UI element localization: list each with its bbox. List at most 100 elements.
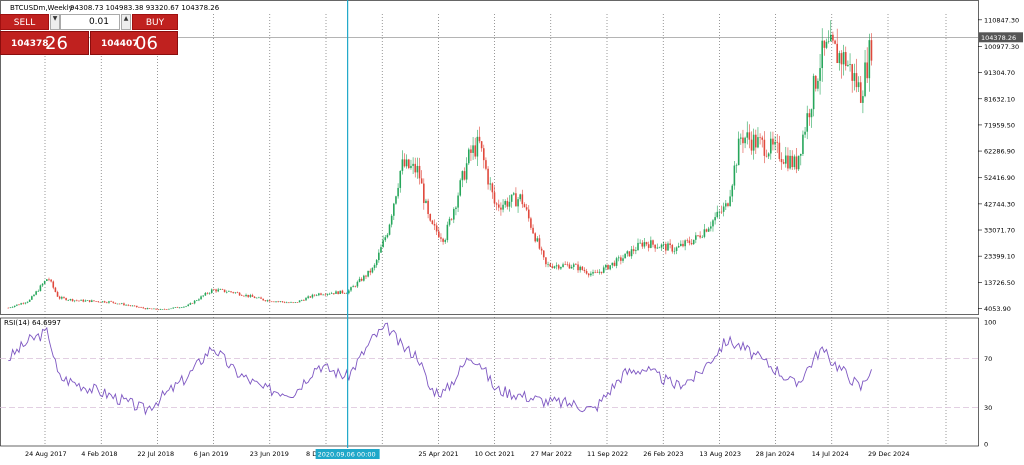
candle-body (814, 75, 817, 89)
x-tick-label: 4 Feb 2018 (81, 450, 117, 458)
candle-body (825, 41, 828, 48)
candle-body (806, 113, 809, 132)
candle-body (303, 300, 305, 301)
x-tick-label: 10 Oct 2021 (475, 450, 515, 458)
candle-body (667, 243, 669, 251)
candle-body (716, 211, 719, 218)
candle-body (82, 299, 85, 302)
candle-body (660, 244, 663, 248)
candle-body (609, 265, 611, 270)
buy-button[interactable]: BUY (132, 14, 178, 30)
candle-body (656, 247, 659, 249)
candle-body (547, 264, 549, 265)
y-tick-label: 81632.10 (984, 95, 1015, 103)
candle-body (538, 238, 541, 249)
lot-increase-arrow[interactable]: ▲ (121, 14, 131, 30)
candle-body (97, 301, 100, 302)
candle-body (52, 281, 55, 288)
candle-body (654, 244, 656, 249)
candle-body (67, 300, 70, 301)
candle-body (189, 303, 192, 305)
candle-body (369, 270, 372, 273)
candle-body (740, 137, 742, 139)
candle-body (43, 280, 46, 284)
candle-body (13, 305, 16, 307)
candle-body (86, 300, 89, 301)
candle-body (647, 244, 650, 248)
candle-body (530, 218, 532, 228)
candle-body (821, 40, 824, 69)
candle-body (161, 309, 164, 310)
candle-body (217, 289, 219, 292)
candle-body (727, 203, 729, 206)
candle-body (28, 299, 31, 302)
chart-header-ohlc: 94308.73 104983.38 93320.67 104378.26 (70, 4, 220, 12)
candle-body (268, 300, 271, 302)
candle-body (418, 165, 421, 179)
candle-body (155, 308, 157, 310)
candle-body (219, 289, 222, 290)
candle-body (793, 156, 796, 168)
candle-body (853, 73, 856, 81)
candle-body (88, 300, 91, 302)
candle-body (489, 183, 492, 185)
candle-body (470, 149, 472, 153)
candle-body (425, 200, 427, 203)
candle-body (652, 240, 654, 245)
candle-body (859, 82, 862, 103)
candle-body (127, 304, 130, 306)
lot-decrease-arrow[interactable]: ▼ (50, 14, 60, 30)
candle-body (390, 215, 393, 225)
lot-size-input[interactable]: 0.01 (60, 14, 120, 30)
candle-body (264, 300, 267, 302)
candle-body (401, 159, 404, 171)
candle-body (733, 165, 736, 186)
price-pane-frame (0, 0, 979, 315)
candle-body (378, 252, 380, 261)
candle-body (705, 229, 708, 232)
x-tick-label: 29 Dec 2024 (868, 450, 910, 458)
candle-body (99, 301, 102, 303)
candle-body (817, 80, 819, 89)
candle-body (673, 250, 676, 252)
buy-price-box[interactable]: 104407 06 (90, 31, 178, 55)
candle-body (343, 293, 346, 294)
candle-body (575, 264, 577, 265)
candle-body (829, 34, 832, 42)
y-tick-label: 52416.90 (984, 174, 1015, 182)
candle-body (228, 291, 230, 292)
candle-body (692, 239, 695, 245)
x-tick-label: 28 Jan 2024 (756, 450, 795, 458)
candle-body (744, 137, 746, 144)
candle-body (836, 43, 838, 64)
candle-body (742, 137, 744, 144)
sell-button[interactable]: SELL (0, 14, 49, 30)
candle-body (133, 305, 136, 307)
candle-body (91, 300, 93, 302)
sell-price-box[interactable]: 104378 26 (0, 31, 89, 55)
candle-body (590, 273, 592, 276)
candle-body (103, 301, 106, 303)
candle-body (465, 163, 468, 180)
candle-body (542, 250, 545, 258)
candle-body (782, 162, 785, 164)
candle-body (206, 292, 209, 294)
candle-body (504, 201, 507, 205)
candle-body (802, 134, 804, 154)
candle-body (527, 209, 530, 219)
candle-body (849, 64, 851, 65)
candle-body (832, 34, 834, 41)
candle-body (572, 264, 575, 267)
candle-body (564, 264, 566, 265)
candle-body (159, 309, 162, 310)
candle-body (204, 292, 207, 296)
candle-body (510, 194, 513, 202)
candle-body (135, 305, 138, 308)
candle-body (309, 296, 312, 298)
candle-body (767, 153, 770, 157)
candle-body (545, 257, 547, 265)
candle-body (491, 183, 494, 193)
y-tick-label: 33071.70 (984, 227, 1015, 235)
candle-body (628, 251, 631, 257)
